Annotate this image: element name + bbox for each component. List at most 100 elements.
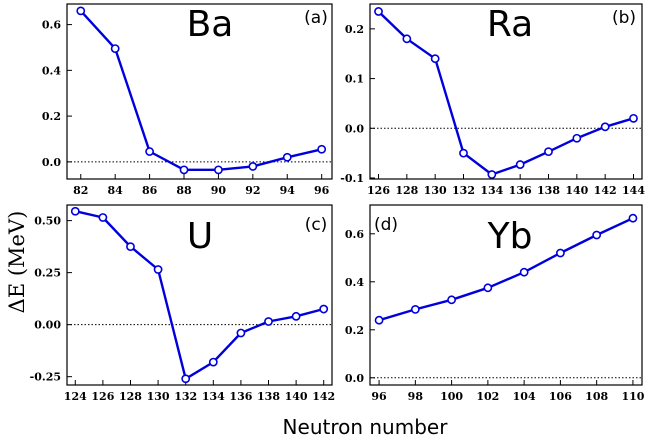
data-point <box>291 311 301 321</box>
y-tick-label: 0.0 <box>345 122 364 135</box>
x-tick-label: 100 <box>440 390 463 403</box>
data-point <box>447 295 456 305</box>
x-tick-label: 126 <box>91 390 114 403</box>
data-point <box>430 54 440 64</box>
y-tick-label: -0.1 <box>340 172 364 185</box>
y-tick-label: 0.6 <box>42 19 61 32</box>
data-point <box>483 283 493 293</box>
x-tick-label: 134 <box>202 390 225 403</box>
x-tick-label: 136 <box>229 390 252 403</box>
panel-yb: 96 98 100 102 104 106 108 110 0.0 0.2 0.4 0.6 Yb (d) <box>345 204 645 403</box>
data-point <box>600 122 610 132</box>
data-point <box>181 374 191 384</box>
x-tick-label: 98 <box>408 390 424 403</box>
data-point <box>628 213 638 223</box>
data-point <box>592 230 602 240</box>
plot-frame <box>66 204 333 386</box>
y-tick-label: 0.6 <box>345 228 364 241</box>
x-tick-label: 136 <box>509 184 532 197</box>
x-tick-label: 96 <box>314 184 330 197</box>
data-point <box>556 248 565 258</box>
y-tick-label: 0.2 <box>345 324 364 337</box>
x-tick-label: 144 <box>622 184 645 197</box>
data-point <box>145 147 154 156</box>
data-point <box>515 160 525 169</box>
data-point <box>264 317 273 326</box>
x-tick-label: 142 <box>312 390 335 403</box>
data-point <box>98 213 108 222</box>
x-tick-label: 128 <box>395 184 418 197</box>
data-point <box>374 7 383 16</box>
panel-ra: 126 128 130 132 134 136 138 140 142 144 -0.1 0.0 0.1… <box>340 3 645 197</box>
y-tick-label: 0.1 <box>345 73 364 86</box>
element-title: Ra <box>487 4 533 45</box>
x-tick-label: 130 <box>147 390 170 403</box>
y-tick-label: 0.0 <box>42 156 61 169</box>
x-tick-label: 94 <box>280 184 296 197</box>
x-axis-title: Neutron number <box>283 415 449 439</box>
data-point <box>410 304 420 314</box>
x-tick-label: 110 <box>621 390 644 403</box>
data-point <box>126 242 135 252</box>
x-tick-label: 140 <box>565 184 588 197</box>
plot-frame <box>369 204 643 386</box>
plot-frame <box>369 3 643 180</box>
data-point <box>153 265 163 274</box>
data-point <box>459 148 468 158</box>
data-point <box>214 165 223 175</box>
data-point <box>629 113 638 123</box>
panel-ba: 82 84 86 88 90 92 94 96 0.0 0.2 0.4 0.6 Ba (a) <box>42 3 333 197</box>
x-tick-label: 90 <box>211 184 227 197</box>
data-point <box>208 357 218 367</box>
y-tick-label: 0.2 <box>345 23 364 36</box>
data-point <box>236 328 246 338</box>
x-tick-label: 88 <box>176 184 192 197</box>
x-tick-label: 130 <box>424 184 447 197</box>
x-tick-label: 126 <box>367 184 390 197</box>
x-tick-label: 142 <box>594 184 617 197</box>
data-point <box>544 147 553 157</box>
y-tick-label: 0.50 <box>34 215 61 228</box>
y-tick-label: 0.4 <box>345 276 364 289</box>
y-axis-title: ΔE (MeV) <box>5 211 29 314</box>
y-tick-label: -0.25 <box>30 371 61 384</box>
data-point <box>572 133 582 143</box>
x-tick-label: 132 <box>174 390 197 403</box>
x-tick-label: 102 <box>476 390 499 403</box>
x-tick-label: 132 <box>452 184 475 197</box>
data-point <box>76 6 86 16</box>
y-tick-label: 0.4 <box>42 64 61 77</box>
panels: 82 84 86 88 90 92 94 960.00.20.40.6 Ba (a)126 128 1… <box>30 3 645 403</box>
data-point <box>487 170 497 179</box>
x-tick-label: 96 <box>371 390 387 403</box>
data-point <box>248 162 258 171</box>
y-tick-label: 0.0 <box>345 372 364 385</box>
x-tick-label: 92 <box>245 184 260 197</box>
data-point <box>110 44 120 54</box>
y-tick-label: 0.2 <box>42 110 61 123</box>
x-tick-label: 108 <box>585 390 608 403</box>
x-tick-label: 138 <box>537 184 560 197</box>
panel-label: (b) <box>612 8 636 28</box>
x-tick-label: 138 <box>257 390 280 403</box>
data-point <box>282 152 292 162</box>
y-tick-label: 0.25 <box>34 267 61 280</box>
x-tick-label: 124 <box>64 390 87 403</box>
data-point <box>317 144 327 154</box>
x-tick-label: 82 <box>73 184 88 197</box>
plot-frame <box>66 3 333 180</box>
panel-label: (a) <box>304 8 328 28</box>
data-point <box>519 267 529 277</box>
x-tick-label: 134 <box>480 184 503 197</box>
series-line <box>377 10 634 176</box>
data-point <box>402 34 412 44</box>
x-tick-label: 128 <box>119 390 142 403</box>
panel-label: (c) <box>305 215 328 235</box>
x-tick-label: 140 <box>285 390 308 403</box>
series-line <box>75 210 325 380</box>
panel-u: 124 126 128 130 132 134 136 138 140 142 -0.25 0.00 0… <box>30 204 335 403</box>
x-tick-label: 104 <box>513 390 536 403</box>
x-tick-label: 84 <box>108 184 124 197</box>
x-tick-label: 106 <box>549 390 572 403</box>
